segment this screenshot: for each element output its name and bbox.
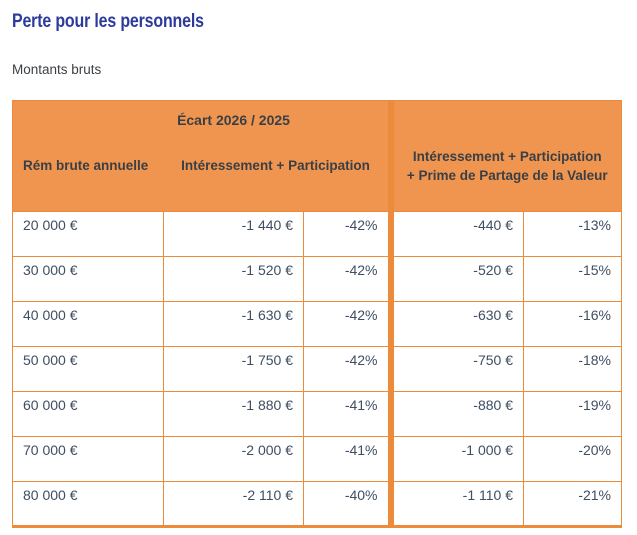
header-empty-cell [12,100,164,132]
cell-ppv-amount: -440 € [387,211,524,257]
ecart-header: Écart 2026 / 2025 [163,100,304,132]
cell-ppv-amount: -1 110 € [387,481,524,527]
cell-ppv-amount: -750 € [387,346,524,392]
cell-ip-percent: -41% [303,391,391,437]
table-row: 50 000 € -1 750 € -42% -750 € -18% [12,346,622,392]
cell-ppv-amount: -1 000 € [387,436,524,482]
header-empty-cell [387,100,524,132]
cell-ip-percent: -42% [303,346,391,392]
cell-ppv-percent: -21% [523,481,622,527]
table-row: 40 000 € -1 630 € -42% -630 € -16% [12,301,622,347]
table-row: 70 000 € -2 000 € -41% -1 000 € -20% [12,436,622,482]
cell-ip-amount: -1 440 € [163,211,304,257]
cell-ip-amount: -1 750 € [163,346,304,392]
cell-ppv-percent: -13% [523,211,622,257]
column-header-interessement-participation-ppv: Intéressement + Participation + Prime de… [387,131,622,212]
cell-ip-percent: -42% [303,301,391,347]
cell-ip-amount: -2 110 € [163,481,304,527]
column-header-ppv-line2: + Prime de Partage de la Valeur [406,168,608,184]
cell-ppv-percent: -20% [523,436,622,482]
cell-ppv-percent: -16% [523,301,622,347]
header-empty-cell [523,100,622,132]
loss-table: Écart 2026 / 2025 Rém brute annuelle Int… [12,100,622,528]
cell-ip-percent: -42% [303,211,391,257]
cell-rem-brute: 60 000 € [12,391,164,437]
cell-ip-amount: -2 000 € [163,436,304,482]
cell-ip-percent: -41% [303,436,391,482]
table-row: 60 000 € -1 880 € -41% -880 € -19% [12,391,622,437]
column-header-interessement-participation: Intéressement + Participation [163,131,391,212]
cell-ppv-amount: -520 € [387,256,524,302]
cell-rem-brute: 80 000 € [12,481,164,527]
header-row-ecart: Écart 2026 / 2025 [12,100,622,132]
header-empty-cell [303,100,391,132]
cell-ppv-percent: -15% [523,256,622,302]
cell-rem-brute: 30 000 € [12,256,164,302]
cell-ip-amount: -1 880 € [163,391,304,437]
page-title: Perte pour les personnels [12,11,204,32]
table-header: Écart 2026 / 2025 Rém brute annuelle Int… [12,100,622,212]
cell-ppv-amount: -880 € [387,391,524,437]
column-header-rem-brute: Rém brute annuelle [12,131,164,212]
table-row: 80 000 € -2 110 € -40% -1 110 € -21% [12,481,622,527]
table-row: 20 000 € -1 440 € -42% -440 € -13% [12,211,622,257]
cell-rem-brute: 40 000 € [12,301,164,347]
table-body: 20 000 € -1 440 € -42% -440 € -13% 30 00… [12,211,622,527]
cell-ip-amount: -1 630 € [163,301,304,347]
table-row: 30 000 € -1 520 € -42% -520 € -15% [12,256,622,302]
cell-rem-brute: 70 000 € [12,436,164,482]
cell-ppv-percent: -19% [523,391,622,437]
cell-ip-percent: -40% [303,481,391,527]
header-row-columns: Rém brute annuelle Intéressement + Parti… [12,131,622,212]
cell-rem-brute: 20 000 € [12,211,164,257]
column-header-ppv-line1: Intéressement + Participation [412,148,602,164]
cell-rem-brute: 50 000 € [12,346,164,392]
cell-ppv-amount: -630 € [387,301,524,347]
cell-ip-percent: -42% [303,256,391,302]
cell-ppv-percent: -18% [523,346,622,392]
subtitle: Montants bruts [12,62,102,77]
cell-ip-amount: -1 520 € [163,256,304,302]
